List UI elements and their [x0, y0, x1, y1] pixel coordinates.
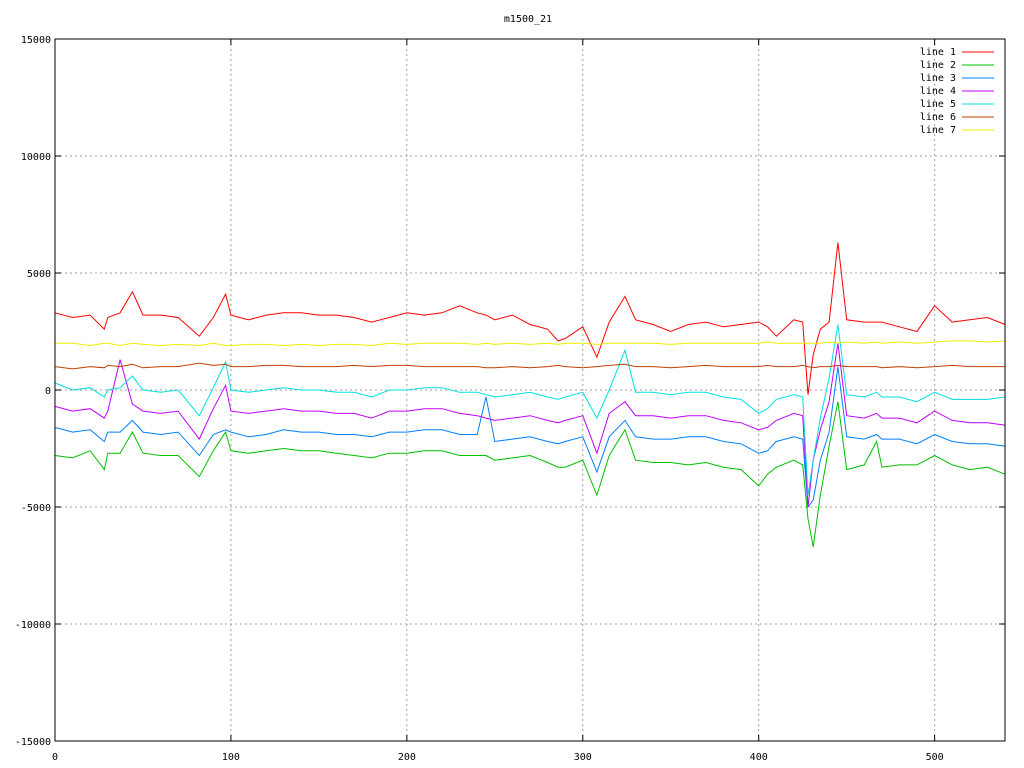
x-tick-label: 200	[398, 752, 416, 763]
chart-title: m1500_21	[504, 14, 552, 25]
legend-label: line 6	[920, 112, 956, 123]
series-line-2	[54, 401, 1006, 547]
x-tick-label: 0	[52, 752, 58, 763]
legend-label: line 2	[920, 60, 956, 71]
x-tick-label: 100	[222, 752, 240, 763]
series-line-5	[54, 324, 1006, 496]
series-line-6	[54, 362, 1005, 370]
legend-label: line 4	[920, 86, 956, 97]
y-tick-label: 10000	[21, 152, 51, 163]
x-tick-label: 400	[750, 752, 768, 763]
y-tick-label: 5000	[27, 269, 51, 280]
legend-label: line 5	[920, 99, 956, 110]
series-line-3	[54, 366, 1006, 509]
y-tick-label: 15000	[21, 35, 51, 46]
legend-label: line 7	[920, 125, 956, 136]
axis-ticks: -15000 -10000 -5000 0 5000 10000 15000 0 100 200 3…	[15, 35, 1005, 763]
series-line-1	[54, 242, 1006, 395]
y-tick-label: -15000	[15, 737, 51, 748]
legend: line 1 line 2 line 3 line 4 line 5 line 6 line…	[920, 47, 994, 136]
y-tick-label: -5000	[21, 503, 51, 514]
legend-label: line 3	[920, 73, 956, 84]
x-tick-label: 300	[574, 752, 592, 763]
series-line-7	[55, 340, 1006, 347]
y-tick-label: -10000	[15, 620, 51, 631]
series-group	[54, 242, 1006, 547]
grid	[55, 39, 1005, 741]
legend-label: line 1	[920, 47, 956, 58]
x-tick-label: 500	[926, 752, 944, 763]
y-tick-label: 0	[45, 386, 51, 397]
